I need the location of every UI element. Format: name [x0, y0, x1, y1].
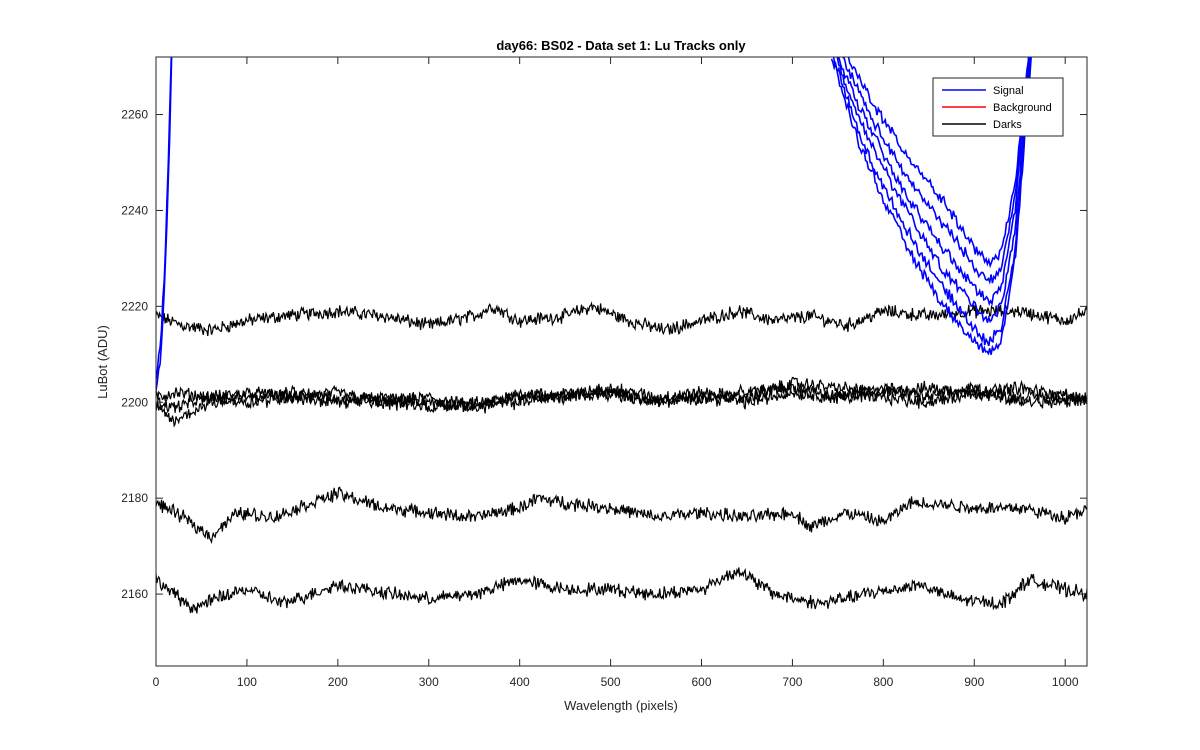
legend: Signal Background Darks: [932, 77, 1064, 137]
y-tick-label-5: 2260: [121, 108, 148, 122]
series-signal-12: [832, 57, 1031, 347]
plot-frame: [155, 56, 1088, 667]
y-tick-label-4: 2240: [121, 203, 148, 217]
x-tick-label-8: 800: [873, 675, 893, 689]
series-signal-10: [837, 57, 1030, 307]
y-axis-label: LuBot (ADU): [95, 325, 110, 399]
series-layer: [156, 57, 1087, 614]
x-tick-label-10: 1000: [1052, 675, 1079, 689]
series-signal-8: [847, 57, 1030, 269]
ticks-layer: 0 100 200 300 400 500 600 700 800 900 1000 2160 2180…: [121, 57, 1087, 689]
x-tick-label-4: 400: [510, 675, 530, 689]
x-tick-label-3: 300: [419, 675, 439, 689]
series-signal-13: [830, 57, 1032, 356]
legend-label-signal: Signal: [993, 85, 1024, 97]
x-tick-label-0: 0: [153, 675, 160, 689]
legend-label-darks: Darks: [993, 119, 1022, 131]
series-signal-9: [842, 57, 1030, 285]
series-darks-4: [156, 486, 1087, 545]
x-tick-label-1: 100: [237, 675, 257, 689]
series-darks-2: [156, 381, 1087, 414]
y-tick-label-3: 2220: [121, 299, 148, 313]
series-darks-5: [156, 567, 1087, 614]
chart-title: day66: BS02 - Data set 1: Lu Tracks only: [496, 38, 746, 53]
x-tick-label-5: 500: [601, 675, 621, 689]
x-tick-label-6: 600: [691, 675, 711, 689]
x-tick-label-2: 200: [328, 675, 348, 689]
series-signal-7: [156, 57, 173, 391]
series-signal-11: [836, 57, 1031, 324]
x-axis-label: Wavelength (pixels): [564, 698, 678, 713]
y-tick-label-0: 2160: [121, 587, 148, 601]
x-tick-label-9: 900: [964, 675, 984, 689]
series-darks-0: [156, 301, 1087, 337]
y-tick-label-1: 2180: [121, 491, 148, 505]
x-tick-label-7: 700: [782, 675, 802, 689]
legend-label-background: Background: [993, 102, 1052, 114]
y-tick-label-2: 2200: [121, 395, 148, 409]
series-darks-3: [156, 382, 1087, 428]
